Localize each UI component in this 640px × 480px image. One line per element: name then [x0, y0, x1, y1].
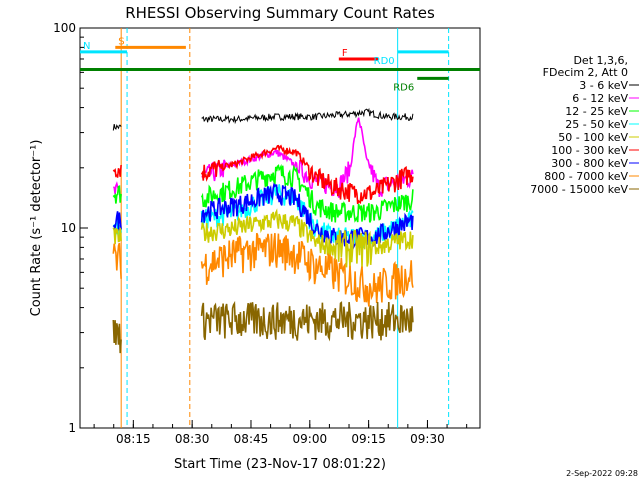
flag-label: F: [342, 48, 348, 59]
flag-label: RD6: [393, 82, 414, 93]
y-axis-label: Count Rate (s⁻¹ detector⁻¹): [29, 140, 44, 317]
x-tick-label: 09:15: [351, 432, 386, 446]
series-line: [200, 182, 414, 251]
legend-entry-label: 6 - 12 keV: [572, 92, 628, 105]
legend-entry-label: 50 - 100 keV: [558, 131, 628, 144]
x-tick-label: 09:30: [410, 432, 445, 446]
x-axis-label: Start Time (23-Nov-17 08:01:22): [174, 457, 386, 472]
flag-label: N: [83, 41, 90, 52]
legend-entry-label: 300 - 800 keV: [551, 157, 628, 170]
legend-entry-label: 3 - 6 keV: [579, 79, 628, 92]
footer-timestamp: 2-Sep-2022 09:28: [566, 469, 638, 478]
series-line: [112, 211, 122, 231]
flag-label: RD0: [374, 56, 395, 67]
series-line: [200, 163, 414, 223]
legend-entry-label: 12 - 25 keV: [565, 105, 628, 118]
series-line: [112, 123, 122, 131]
series-line: [201, 107, 414, 125]
series-line: [112, 164, 122, 178]
x-tick-label: 09:00: [293, 432, 328, 446]
legend-entry-label: 800 - 7000 keV: [544, 170, 628, 183]
legend-entry-label: 7000 - 15000 keV: [530, 183, 628, 196]
legend-entry-label: 25 - 50 keV: [565, 118, 628, 131]
x-tick-label: 08:45: [234, 432, 269, 446]
series-line: [200, 144, 414, 205]
legend-header: Det 1,3,6,: [573, 54, 628, 67]
series-line: [200, 232, 414, 307]
chart-title: RHESSI Observing Summary Count Rates: [125, 4, 435, 22]
y-tick-label: 100: [53, 21, 76, 35]
flag-label: S: [118, 36, 124, 47]
series-line: [200, 300, 414, 342]
legend-entry-label: 100 - 300 keV: [551, 144, 628, 157]
y-tick-label: 1: [68, 421, 76, 435]
series-line: [112, 227, 122, 245]
x-tick-label: 08:30: [175, 432, 210, 446]
series-line: [112, 185, 122, 204]
x-tick-label: 08:15: [116, 432, 151, 446]
series-line: [200, 208, 414, 269]
series-line: [112, 319, 122, 354]
series-line: [112, 242, 122, 279]
legend-header: FDecim 2, Att 0: [543, 66, 628, 79]
y-tick-label: 10: [61, 221, 76, 235]
